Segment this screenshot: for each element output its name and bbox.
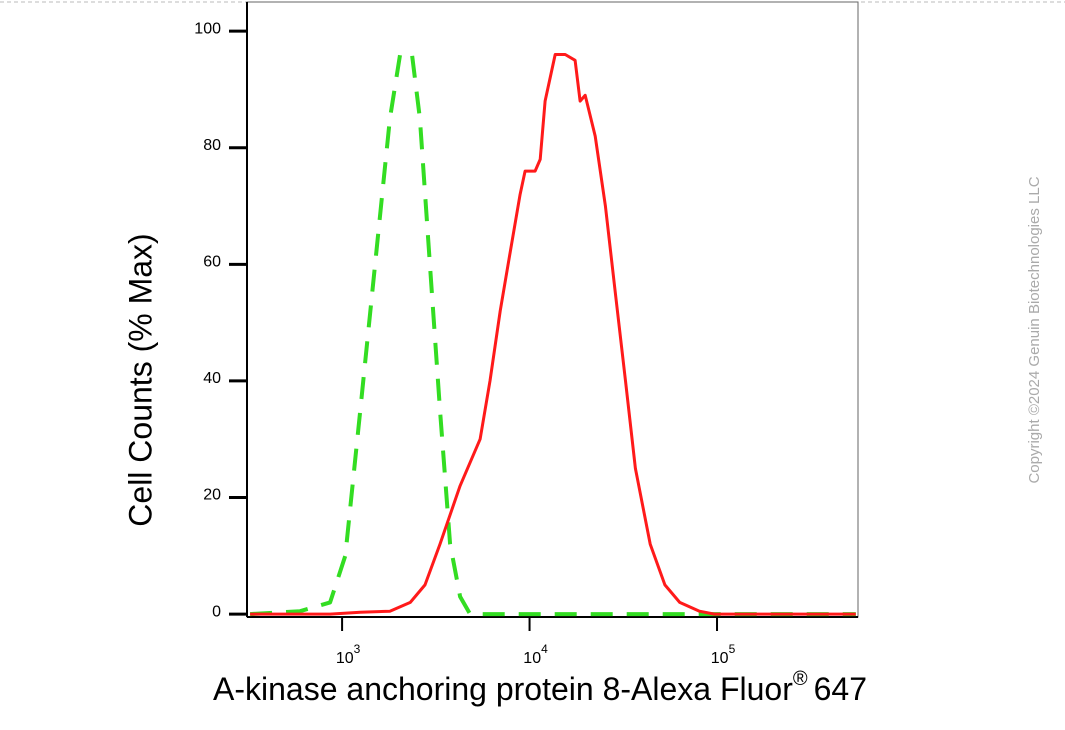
x-axis-label-mark: ®: [793, 668, 808, 690]
y-tick-label: 60: [203, 254, 221, 271]
x-tick-label: 103: [336, 642, 361, 667]
y-tick-label: 100: [194, 20, 221, 37]
y-tick-label: 40: [203, 370, 221, 387]
x-axis-label: A-kinase anchoring protein 8-Alexa Fluor…: [213, 668, 867, 707]
x-tick-base: 10: [523, 650, 541, 667]
plot-frame: [246, 1, 859, 618]
x-axis-label-suffix: 647: [814, 671, 867, 707]
x-tick-exponent: 3: [354, 642, 361, 656]
x-tick-label: 104: [523, 642, 548, 667]
x-tick-base: 10: [336, 650, 354, 667]
x-tick-exponent: 4: [541, 642, 548, 656]
y-tick-label: 20: [203, 487, 221, 504]
x-tick-label: 105: [711, 642, 736, 667]
series-line: [250, 53, 856, 616]
y-tick-label: 0: [212, 603, 221, 620]
watermark: Copyright ©2024 Genuin Biotechnologies L…: [1026, 176, 1043, 483]
y-axis-label: Cell Counts (% Max): [122, 233, 158, 526]
x-tick-exponent: 5: [729, 642, 736, 656]
y-tick-label: 80: [203, 137, 221, 154]
x-axis-label-text: A-kinase anchoring protein 8-Alexa Fluor: [213, 671, 793, 707]
series-line: [249, 52, 856, 617]
x-tick-base: 10: [711, 650, 729, 667]
